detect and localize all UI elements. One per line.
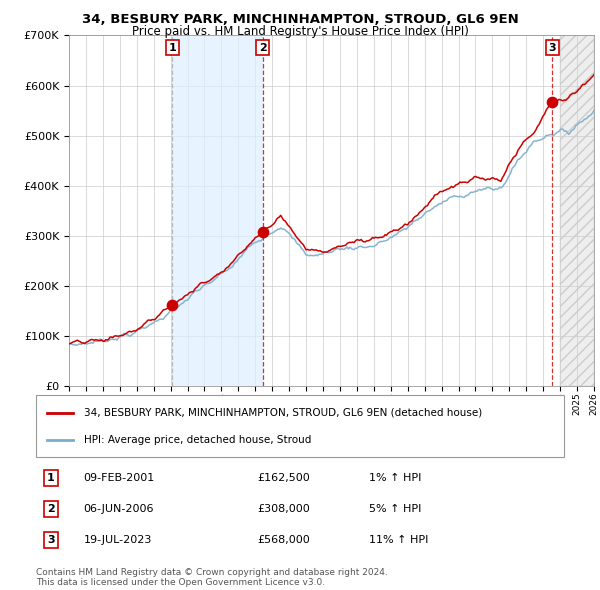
Text: £568,000: £568,000: [258, 535, 311, 545]
Text: 1: 1: [47, 473, 55, 483]
Bar: [560, 35, 594, 386]
Point: [258, 227, 268, 237]
Text: 1% ↑ HPI: 1% ↑ HPI: [368, 473, 421, 483]
Bar: [172, 35, 263, 386]
Text: 2: 2: [259, 42, 266, 53]
Text: Contains HM Land Registry data © Crown copyright and database right 2024.
This d: Contains HM Land Registry data © Crown c…: [36, 568, 388, 587]
Text: 1: 1: [169, 42, 176, 53]
Text: 06-JUN-2006: 06-JUN-2006: [83, 504, 154, 514]
Text: £162,500: £162,500: [258, 473, 311, 483]
Text: 3: 3: [548, 42, 556, 53]
Text: 34, BESBURY PARK, MINCHINHAMPTON, STROUD, GL6 9EN: 34, BESBURY PARK, MINCHINHAMPTON, STROUD…: [82, 13, 518, 26]
Text: HPI: Average price, detached house, Stroud: HPI: Average price, detached house, Stro…: [83, 435, 311, 445]
Point: [167, 300, 177, 310]
Text: 11% ↑ HPI: 11% ↑ HPI: [368, 535, 428, 545]
Text: 09-FEB-2001: 09-FEB-2001: [83, 473, 155, 483]
Text: 19-JUL-2023: 19-JUL-2023: [83, 535, 152, 545]
Text: 34, BESBURY PARK, MINCHINHAMPTON, STROUD, GL6 9EN (detached house): 34, BESBURY PARK, MINCHINHAMPTON, STROUD…: [83, 408, 482, 418]
Text: 3: 3: [47, 535, 55, 545]
Text: 5% ↑ HPI: 5% ↑ HPI: [368, 504, 421, 514]
Text: £308,000: £308,000: [258, 504, 311, 514]
Text: 2: 2: [47, 504, 55, 514]
Text: Price paid vs. HM Land Registry's House Price Index (HPI): Price paid vs. HM Land Registry's House …: [131, 25, 469, 38]
Point: [548, 97, 557, 106]
